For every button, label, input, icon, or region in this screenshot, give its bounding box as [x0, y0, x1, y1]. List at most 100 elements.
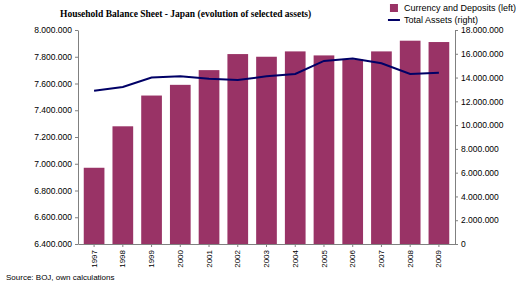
- tick: 2005: [320, 244, 329, 268]
- x-axis: 1997 1998 1999 2000 2001 2002 2003 2004 2005 2006…: [79, 244, 456, 268]
- tick: 7.800.000: [34, 52, 78, 62]
- tick-mark: [75, 137, 78, 138]
- tick-mark: [410, 244, 411, 247]
- tick-mark: [75, 217, 78, 218]
- bar: [314, 55, 335, 244]
- tick: 10.000.000: [455, 120, 504, 130]
- marks: [84, 41, 450, 244]
- tick: 7.000.000: [34, 159, 78, 169]
- tick-label: 6.000.000: [461, 168, 499, 178]
- tick-label: 7.000.000: [34, 159, 72, 169]
- tick-mark: [455, 125, 458, 126]
- tick-label: 2003: [262, 249, 271, 267]
- bar-series: [84, 41, 450, 244]
- tick-mark: [455, 78, 458, 79]
- tick: 2008: [406, 244, 415, 268]
- tick-mark: [209, 244, 210, 247]
- tick-label: 1998: [118, 249, 127, 267]
- tick-label: 2008: [406, 249, 415, 267]
- tick: 6.400.000: [34, 239, 78, 249]
- tick-label: 8.000.000: [461, 144, 499, 154]
- tick-label: 2006: [348, 249, 357, 267]
- axis-line: [455, 31, 456, 245]
- tick: 8.000.000: [34, 25, 78, 35]
- tick: 2006: [348, 244, 357, 268]
- tick-label: 2001: [205, 249, 214, 267]
- tick: 4.000.000: [455, 192, 499, 202]
- y-axis: 6.400.000 6.600.000 6.800.000 7.000.000 7.20…: [34, 25, 78, 249]
- tick-mark: [455, 220, 458, 221]
- tick-mark: [151, 244, 152, 247]
- tick-mark: [180, 244, 181, 247]
- tick-label: 6.400.000: [34, 239, 72, 249]
- tick-mark: [455, 54, 458, 55]
- line: [94, 59, 439, 91]
- tick-mark: [75, 57, 78, 58]
- tick-label: 2000: [176, 249, 185, 267]
- tick-label: 7.600.000: [34, 79, 72, 89]
- tick: 1999: [147, 244, 156, 268]
- tick-mark: [75, 30, 78, 31]
- bar: [371, 51, 392, 244]
- tick: 2001: [205, 244, 214, 268]
- tick-mark: [352, 244, 353, 247]
- tick-label: 6.600.000: [34, 212, 72, 222]
- tick-mark: [455, 149, 458, 150]
- legend-symbol: [388, 19, 400, 21]
- tick-label: 2005: [320, 249, 329, 267]
- tick: 12.000.000: [455, 97, 504, 107]
- tick: 18.000.000: [455, 25, 504, 35]
- tick-label: 4.000.000: [461, 192, 499, 202]
- tick-label: 12.000.000: [461, 97, 504, 107]
- tick-label: 14.000.000: [461, 73, 504, 83]
- tick-mark: [381, 244, 382, 247]
- legend-label: Total Assets (right): [404, 15, 478, 25]
- tick-mark: [237, 244, 238, 247]
- plot-area: 6.400.000 6.600.000 6.800.000 7.000.000 7.20…: [34, 25, 504, 268]
- tick: 0: [455, 239, 466, 249]
- tick-label: 1999: [147, 249, 156, 267]
- bar: [285, 51, 306, 244]
- tick-label: 7.400.000: [34, 105, 72, 115]
- bar: [256, 57, 277, 244]
- tick-label: 2004: [291, 249, 300, 267]
- tick: 6.600.000: [34, 212, 78, 222]
- tick: 7.200.000: [34, 132, 78, 142]
- bar: [170, 85, 191, 244]
- tick-mark: [75, 110, 78, 111]
- annotation: Source: BOJ, own calculations: [6, 273, 115, 282]
- chart: 6.400.000 6.600.000 6.800.000 7.000.000 7.20…: [0, 0, 520, 284]
- y2-axis: 02.000.0004.000.0006.000.0008.000.00010.…: [455, 25, 504, 249]
- tick-label: 1997: [90, 249, 99, 267]
- tick-label: 7.200.000: [34, 132, 72, 142]
- tick-label: 2002: [233, 249, 242, 267]
- tick: 2007: [377, 244, 386, 268]
- tick: 1998: [118, 244, 127, 268]
- tick-mark: [75, 84, 78, 85]
- tick: 16.000.000: [455, 49, 504, 59]
- tick: 6.800.000: [34, 186, 78, 196]
- tick: 2009: [434, 244, 443, 268]
- bar: [227, 54, 248, 244]
- tick: 7.400.000: [34, 105, 78, 115]
- tick-mark: [438, 244, 439, 247]
- tick-mark: [94, 244, 95, 247]
- tick-mark: [75, 164, 78, 165]
- tick-label: 6.800.000: [34, 186, 72, 196]
- tick: 2000: [176, 244, 185, 268]
- tick-label: 18.000.000: [461, 25, 504, 35]
- tick-mark: [295, 244, 296, 247]
- tick: 1997: [90, 244, 99, 268]
- tick-mark: [455, 101, 458, 102]
- bar: [84, 168, 105, 244]
- tick-label: 2007: [377, 249, 386, 267]
- tick: 2003: [262, 244, 271, 268]
- tick-mark: [455, 173, 458, 174]
- tick-mark: [455, 196, 458, 197]
- legend-item: Total Assets (right): [388, 15, 478, 25]
- legend: Currency and Deposits (left)Total Assets…: [388, 3, 516, 25]
- tick-mark: [455, 30, 458, 31]
- axis-line: [78, 31, 79, 245]
- tick-label: 0: [461, 239, 466, 249]
- tick-label: 16.000.000: [461, 49, 504, 59]
